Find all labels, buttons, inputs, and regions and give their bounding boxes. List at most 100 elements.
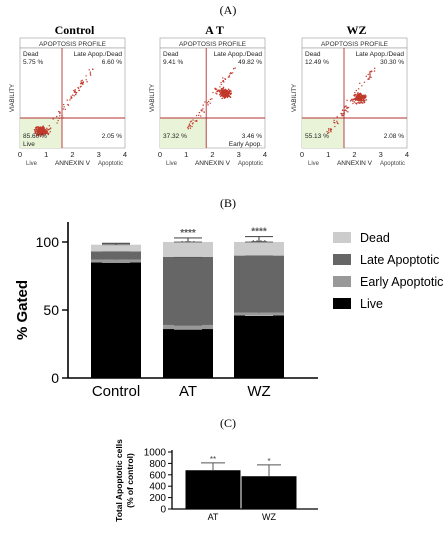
scatter-dot [188,124,190,126]
x-right-label: Apoptotic [238,161,263,167]
scatter-dot [228,92,230,95]
scatter-dot [355,98,358,101]
bar-segment-dead [163,242,213,257]
scatter-dot [189,127,192,129]
scatter-dot [353,101,356,103]
scatter-dot [356,94,358,96]
scatter-dot [86,81,88,83]
scatter-dot [230,72,233,75]
q-late-value: 30.30 % [380,59,404,66]
significance-label: * [267,457,270,466]
scatter-dot [222,95,224,97]
scatter-dot [363,97,366,100]
significance-label: **** [180,228,196,239]
scatter-dot [341,109,344,112]
scatter-dot [198,114,200,117]
profile-title: APOPTOSIS PROFILE [321,41,389,48]
scatter-dot [207,100,210,103]
bar-segment-live [163,329,213,378]
x-tick-label: WZ [262,512,276,522]
scatter-dot [357,101,359,104]
scatter-dot [341,115,343,117]
scatter-dot [77,87,80,89]
scatter-dot [207,104,209,106]
bar-segment-late-apoptotic [91,251,141,260]
scatter-dot [36,126,38,129]
y-axis-label: VIABILITY [292,84,298,112]
bar-segment-live [234,315,284,378]
scatter-dot [189,121,192,123]
scatter-dot [216,93,218,95]
scatter-dot [373,70,376,72]
scatter-dot [368,78,370,81]
y-tick-label: 0 [160,505,166,516]
scatter-dot [336,120,338,122]
scatter-dot [39,135,42,138]
scatter-dot [188,125,190,128]
bar [241,476,297,509]
y-tick-label: 0 [51,370,59,386]
scatter-dot [89,71,92,73]
scatter-dot [80,82,82,85]
scatter-dot [336,116,338,118]
scatter-dot [35,128,38,131]
x-axis-label: ANNEXIN V [195,160,231,167]
scatter-dot [52,118,54,120]
scatter-dot [215,92,217,94]
scatter-dot [354,91,356,94]
y-tick-label: 800 [149,459,166,470]
scatter-dot [219,93,221,96]
scatter-dot [219,89,221,91]
x-tick-label: 1 [44,150,48,159]
scatter-dot [232,68,235,70]
scatter-dot [221,90,223,92]
panel-b-label: (B) [220,196,236,210]
scatter-dot [74,89,76,91]
scatter-dot [345,110,348,112]
scatter-dot [187,126,189,129]
scatter-dot [58,110,60,113]
scatter-dot [74,91,77,93]
scatter-dot [346,99,348,102]
scatter-dot [57,119,59,122]
scatter-dot [202,108,204,110]
scatter-dot [209,102,211,104]
bar-segment-late-apoptotic [163,256,213,325]
x-tick-label: 3 [237,150,241,159]
legend-label: Dead [360,231,390,245]
scatter-heading: A T [205,23,224,37]
scatter-dot [362,100,365,102]
scatter-dot [39,129,41,132]
y-tick-label: 1000 [144,448,167,459]
scatter-dot [38,131,40,133]
x-tick-label: Control [92,383,140,400]
scatter-dot [91,68,94,70]
scatter-dot [62,103,65,106]
scatter-dot [344,105,347,108]
bar-segment-dead [91,244,141,252]
scatter-dot [42,127,45,129]
legend-label: Early Apoptotic [360,275,443,289]
scatter-dot [82,83,84,85]
scatter-dot [63,106,65,108]
scatter-dot [369,75,371,77]
scatter-dot [333,119,335,121]
scatter-dot [219,86,221,88]
scatter-dot [369,76,371,78]
q-live-value: 85.60 % [23,133,47,140]
scatter-dot [360,97,363,100]
scatter-dot [365,98,368,101]
scatter-dot [73,91,76,93]
scatter-dot [226,95,228,97]
scatter-dot [357,88,360,90]
q-late-value: 49.82 % [238,59,262,66]
scatter-dot [75,93,77,96]
x-axis-label: ANNEXIN V [55,160,91,167]
scatter-dot [48,125,51,127]
bar-segment-dead [234,242,284,256]
scatter-dot [80,80,82,82]
scatter-dot [229,73,231,75]
y-tick-label: 200 [149,493,166,504]
